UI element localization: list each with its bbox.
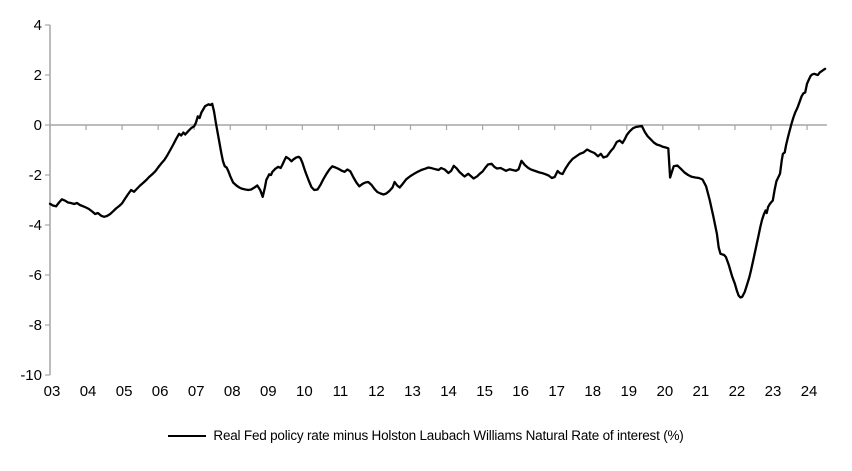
y-tick-label: -4 <box>29 217 42 234</box>
y-tick-label: -8 <box>29 317 42 334</box>
x-tick-label: 10 <box>296 383 313 400</box>
x-tick-label: 13 <box>404 383 421 400</box>
x-tick-label: 20 <box>657 383 674 400</box>
chart-legend: Real Fed policy rate minus Holston Lauba… <box>0 428 852 443</box>
x-tick-label: 19 <box>620 383 637 400</box>
series-line <box>48 67 827 299</box>
x-tick-label: 07 <box>188 383 205 400</box>
y-tick-label: -2 <box>29 167 42 184</box>
x-tick-label: 22 <box>729 383 746 400</box>
line-chart: 03 04 05 06 07 08 09 10 11 12 13 14 15 16 17 18 19 20 21 22… <box>20 17 827 400</box>
y-tick-label: 4 <box>34 17 42 34</box>
x-tick-label: 04 <box>80 383 97 400</box>
x-tick-label: 18 <box>584 383 601 400</box>
x-tick-label: 14 <box>440 383 457 400</box>
x-tick-label: 23 <box>765 383 782 400</box>
x-tick-label: 03 <box>44 383 61 400</box>
legend-line-sample <box>168 434 207 437</box>
x-tick-label: 15 <box>476 383 493 400</box>
x-tick-label: 09 <box>260 383 277 400</box>
x-axis: 03 04 05 06 07 08 09 10 11 12 13 14 15 16 17 18 19 20 21 22… <box>44 124 827 400</box>
y-axis: 4 2 0 -2 -4 -6 -8 -10 <box>20 17 51 384</box>
x-tick-label: 12 <box>368 383 385 400</box>
x-tick-label: 17 <box>548 383 565 400</box>
y-tick-label: -10 <box>20 367 42 384</box>
x-tick-label: 06 <box>152 383 169 400</box>
x-tick-label: 16 <box>512 383 529 400</box>
x-tick-label: 08 <box>224 383 241 400</box>
y-tick-label: -6 <box>29 267 42 284</box>
x-tick-label: 05 <box>116 383 133 400</box>
legend-label: Real Fed policy rate minus Holston Lauba… <box>213 428 684 443</box>
x-tick-label: 24 <box>801 383 818 400</box>
y-tick-label: 2 <box>34 67 42 84</box>
x-tick-label: 21 <box>693 383 710 400</box>
x-tick-label: 11 <box>333 383 349 400</box>
y-tick-label: 0 <box>34 117 42 134</box>
